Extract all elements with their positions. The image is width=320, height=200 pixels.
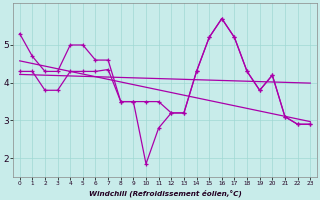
X-axis label: Windchill (Refroidissement éolien,°C): Windchill (Refroidissement éolien,°C) bbox=[89, 189, 241, 197]
